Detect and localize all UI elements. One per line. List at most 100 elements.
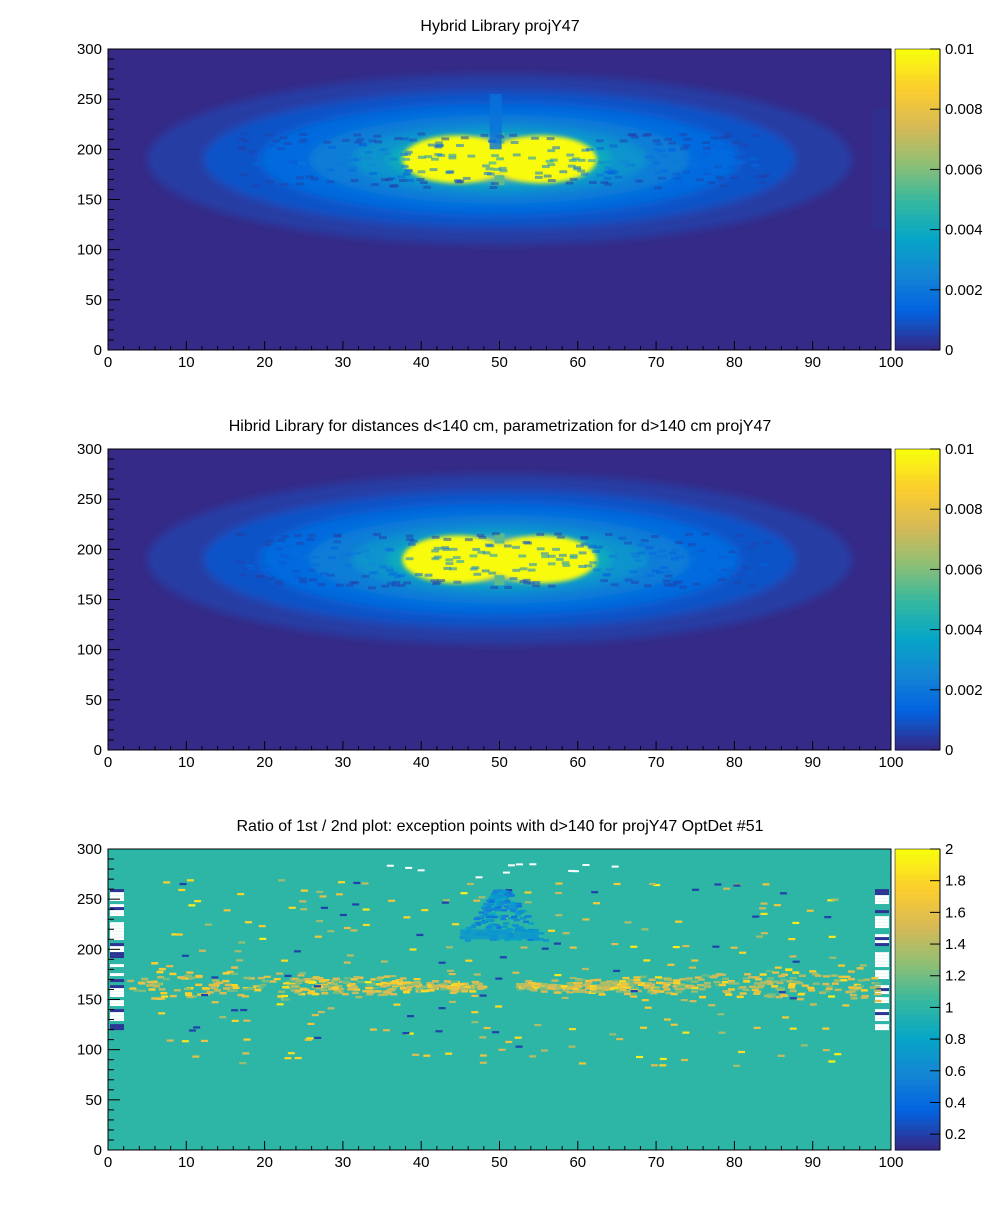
heatmap-bin <box>400 137 409 141</box>
ratio-bin <box>501 890 508 893</box>
ratio-edge-bin <box>110 940 124 944</box>
heatmap-bin <box>536 547 545 551</box>
ratio-outlier <box>317 1010 325 1014</box>
colorbar-segment <box>895 244 940 251</box>
colorbar-segment <box>895 734 940 741</box>
ratio-bin <box>452 981 460 985</box>
heatmap-bin <box>671 555 679 559</box>
heatmap-bin <box>561 561 570 565</box>
ratio-edge-bin <box>875 988 889 992</box>
colorbar-segment <box>895 614 940 621</box>
ratio-bin <box>331 979 339 982</box>
ratio-bin <box>722 977 730 981</box>
heatmap-bin <box>476 533 485 537</box>
heatmap-bin <box>394 137 402 141</box>
ratio-edge-bin <box>875 1012 889 1016</box>
colorbar-segment <box>895 989 940 996</box>
ratio-outlier <box>338 881 346 884</box>
heatmap-bin <box>405 557 414 561</box>
heatmap-bin <box>491 532 500 536</box>
heatmap-bin <box>691 163 699 167</box>
heatmap-bin <box>592 568 601 572</box>
ratio-outlier <box>442 899 450 902</box>
ratio-bin <box>479 915 486 918</box>
colorbar-segment <box>895 524 940 530</box>
ratio-outlier <box>524 891 532 894</box>
panel-3-colorbar-tick-label: 1.4 <box>945 936 966 953</box>
heatmap-bin <box>237 137 246 141</box>
colorbar-segment <box>895 294 940 301</box>
ratio-outlier <box>471 980 479 984</box>
ratio-edge-bin <box>875 901 889 905</box>
ratio-bin <box>256 986 264 989</box>
heatmap-bin <box>310 563 319 567</box>
ratio-bin <box>321 983 329 987</box>
ratio-edge-bin <box>110 895 124 899</box>
heatmap-bin <box>695 178 704 182</box>
heatmap-bin <box>251 184 260 188</box>
colorbar-segment <box>895 84 940 90</box>
ratio-outlier <box>282 982 290 985</box>
heatmap-bin <box>643 161 652 165</box>
heatmap-bin <box>403 581 411 585</box>
colorbar-segment <box>895 469 940 475</box>
panel-1-colorbar-tick-label: 0.008 <box>945 101 983 118</box>
panel-1-y-tick-label: 200 <box>77 141 102 158</box>
ratio-bin <box>797 993 805 996</box>
ratio-bin <box>739 992 747 995</box>
ratio-bin <box>562 989 570 992</box>
ratio-bin <box>414 987 422 991</box>
colorbar-segment <box>895 269 940 276</box>
heatmap-bin <box>730 176 739 180</box>
ratio-bin <box>751 988 759 992</box>
heatmap-bin <box>562 563 571 567</box>
ratio-outlier <box>654 976 662 979</box>
ratio-outlier <box>471 1021 479 1024</box>
heatmap-bin <box>543 174 552 178</box>
ratio-outlier <box>739 951 747 954</box>
ratio-bin <box>789 977 797 980</box>
ratio-bin <box>619 980 627 983</box>
ratio-bin <box>390 992 398 996</box>
ratio-outlier <box>760 902 768 905</box>
ratio-bin <box>650 991 658 995</box>
heatmap-bin <box>727 550 736 554</box>
panel-3-title: Ratio of 1st / 2nd plot: exception point… <box>237 818 764 835</box>
ratio-bin <box>582 984 590 987</box>
ratio-outlier <box>186 879 194 882</box>
colorbar-segment <box>895 239 940 246</box>
ratio-outlier <box>243 1038 251 1041</box>
ratio-bin <box>788 984 796 987</box>
ratio-bin <box>283 998 291 1001</box>
ratio-outlier <box>495 1005 503 1008</box>
ratio-bin <box>286 980 294 984</box>
heatmap-bin <box>364 554 372 558</box>
heatmap-bin <box>445 558 454 562</box>
ratio-outlier <box>512 971 520 974</box>
ratio-outlier <box>682 1031 690 1034</box>
ratio-outlier <box>219 1016 227 1019</box>
ratio-edge-bin <box>875 994 889 998</box>
heatmap-bin <box>354 155 363 159</box>
ratio-edge-bin <box>875 1009 889 1013</box>
ratio-outlier <box>479 1061 487 1064</box>
heatmap-bin <box>624 578 633 582</box>
colorbar-segment <box>895 999 940 1006</box>
ratio-outlier <box>237 893 245 896</box>
ratio-outlier <box>327 930 335 933</box>
heatmap-bin <box>361 574 370 578</box>
ratio-edge-bin <box>110 922 124 926</box>
heatmap-bin <box>580 536 589 540</box>
ratio-bin <box>778 974 786 978</box>
ratio-bin <box>524 984 532 987</box>
ratio-bin <box>703 981 711 985</box>
ratio-bin <box>792 971 800 974</box>
ratio-bin <box>224 983 232 987</box>
heatmap-bin <box>659 554 668 558</box>
colorbar-segment <box>895 884 940 890</box>
ratio-bin <box>849 993 857 997</box>
ratio-outlier <box>547 929 555 932</box>
heatmap-bin <box>604 182 613 186</box>
heatmap-bin <box>512 568 521 572</box>
ratio-edge-bin <box>875 1021 889 1025</box>
